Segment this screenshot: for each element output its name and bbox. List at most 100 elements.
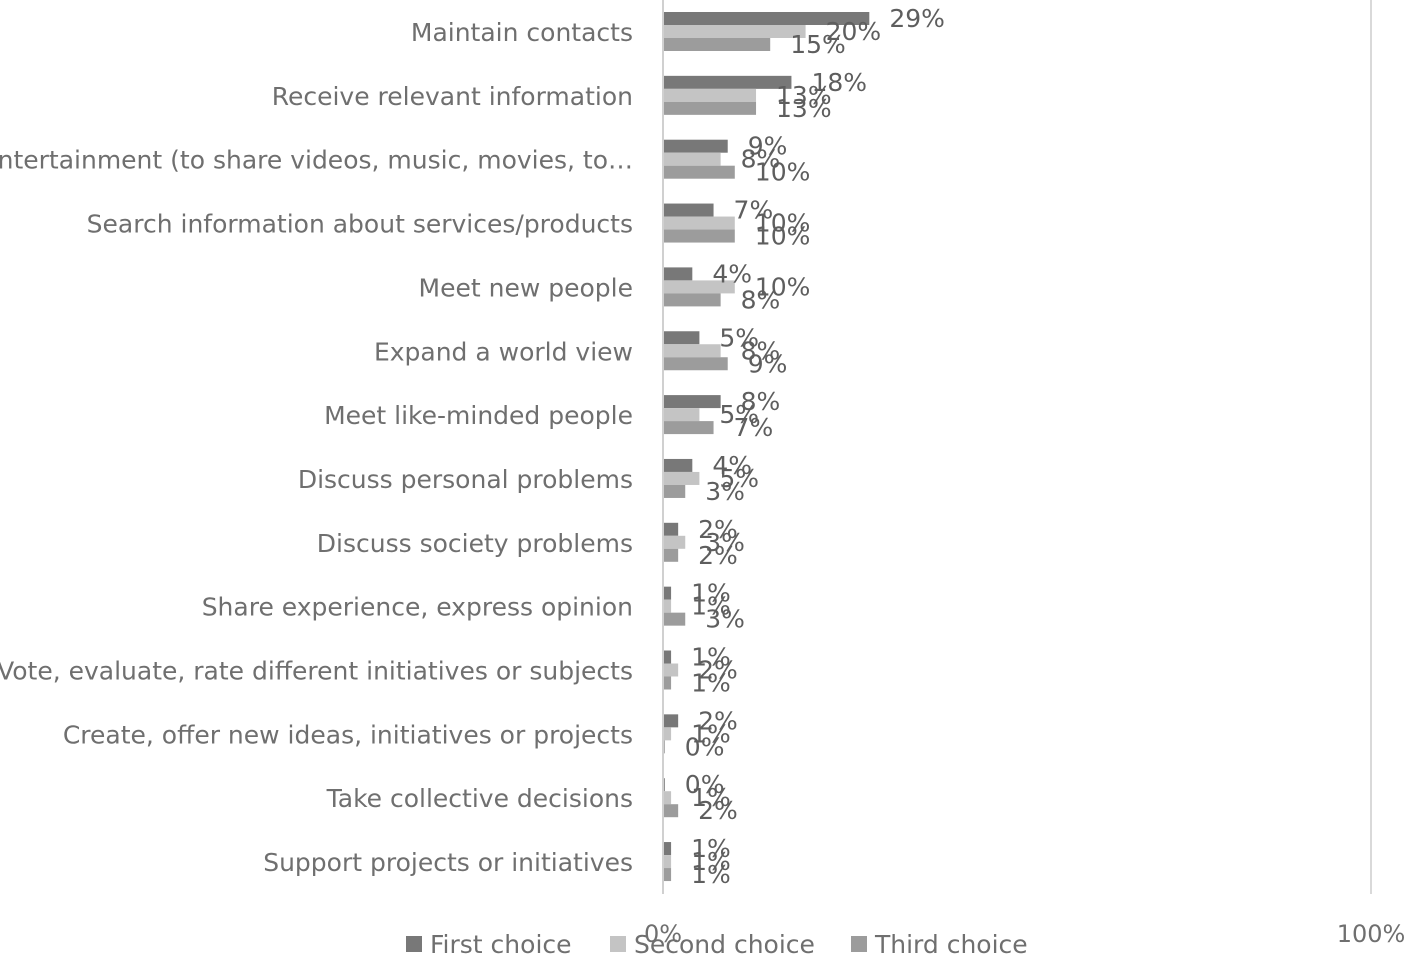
data-label-third-choice: 9%: [748, 349, 788, 378]
bar-second-choice: [664, 408, 700, 422]
bar-second-choice: [664, 535, 686, 549]
legend-label: First choice: [430, 930, 572, 954]
bar-first-choice: [664, 203, 714, 217]
category-label: Vote, evaluate, rate different initiativ…: [0, 657, 633, 686]
bar-second-choice: [664, 471, 700, 485]
data-label-second-choice: 1%: [691, 719, 731, 748]
bar-second-choice: [664, 216, 735, 230]
bar-first-choice: [664, 395, 721, 409]
bar-third-choice: [664, 612, 686, 626]
legend-label: Third choice: [874, 930, 1028, 954]
bar-third-choice: [664, 357, 728, 371]
bar-third-choice: [664, 548, 679, 562]
data-label-third-choice: 3%: [705, 477, 745, 506]
bar-third-choice: [664, 421, 714, 435]
data-label-first-choice: 29%: [889, 4, 945, 33]
bar-third-choice: [664, 740, 665, 754]
bar-first-choice: [664, 842, 672, 856]
category-label: Discuss society problems: [317, 529, 633, 558]
x-tick-labels: 0% 100%: [644, 920, 1405, 948]
data-label-third-choice: 10%: [755, 158, 811, 187]
category-label: Search information about services/produc…: [87, 210, 633, 239]
data-label-first-choice: 8%: [741, 387, 781, 416]
data-label-third-choice: 2%: [698, 541, 738, 570]
data-label-second-choice: 10%: [755, 209, 811, 238]
data-label-third-choice: 1%: [691, 860, 731, 889]
category-label: Discuss personal problems: [298, 465, 633, 494]
data-label-first-choice: 1%: [691, 643, 731, 672]
data-label-first-choice: 7%: [734, 196, 774, 225]
data-label-second-choice: 5%: [719, 400, 759, 429]
bar-second-choice: [664, 599, 672, 613]
bar-first-choice: [664, 522, 679, 536]
legend-swatch: [851, 936, 867, 952]
bar-second-choice: [664, 25, 806, 38]
data-label-second-choice: 8%: [741, 145, 781, 174]
legend-item-second-choice: Second choice: [610, 930, 815, 954]
bar-second-choice: [664, 344, 721, 358]
data-label-third-choice: 15%: [790, 30, 846, 59]
data-label-first-choice: 2%: [698, 515, 738, 544]
data-label-first-choice: 4%: [712, 259, 752, 288]
bar-third-choice: [664, 38, 771, 51]
bar-third-choice: [664, 868, 672, 882]
category-label: Expand a world view: [374, 337, 633, 366]
data-label-first-choice: 2%: [698, 706, 738, 735]
data-label-second-choice: 3%: [705, 528, 745, 557]
data-label-first-choice: 4%: [712, 451, 752, 480]
bar-first-choice: [664, 331, 700, 345]
bar-second-choice: [664, 663, 679, 677]
data-label-first-choice: 1%: [691, 579, 731, 608]
bar-first-choice: [664, 586, 672, 600]
data-label-first-choice: 1%: [691, 834, 731, 863]
data-label-second-choice: 20%: [826, 17, 882, 46]
data-label-third-choice: 10%: [755, 222, 811, 251]
bars-layer: [664, 12, 870, 882]
category-label: Maintain contacts: [411, 18, 633, 47]
data-label-first-choice: 5%: [719, 323, 759, 352]
category-label: Create, offer new ideas, initiatives or …: [63, 720, 633, 749]
x-tick-label: 100%: [1337, 920, 1406, 948]
category-label: Entertainment (to share videos, music, m…: [0, 146, 633, 175]
bar-first-choice: [664, 714, 679, 728]
bar-third-choice: [664, 804, 679, 818]
x-tick-label: 0%: [644, 920, 682, 948]
bar-second-choice: [664, 791, 672, 805]
legend: First choice Second choice Third choice: [406, 930, 1028, 954]
bar-third-choice: [664, 676, 672, 690]
bar-third-choice: [664, 293, 721, 307]
data-label-third-choice: 2%: [698, 796, 738, 825]
data-label-third-choice: 13%: [776, 94, 832, 123]
data-label-third-choice: 3%: [705, 605, 745, 634]
bar-third-choice: [664, 229, 735, 243]
bar-first-choice: [664, 139, 728, 153]
data-label-third-choice: 1%: [691, 669, 731, 698]
legend-swatch: [610, 936, 626, 952]
data-label-first-choice: 9%: [748, 132, 788, 161]
data-label-third-choice: 8%: [741, 285, 781, 314]
data-label-first-choice: 0%: [685, 770, 725, 799]
category-label: Receive relevant information: [272, 82, 633, 111]
bar-first-choice: [664, 12, 870, 25]
data-label-second-choice: 1%: [691, 592, 731, 621]
bar-second-choice: [664, 88, 757, 102]
bar-first-choice: [664, 650, 672, 664]
data-label-second-choice: 2%: [698, 656, 738, 685]
data-label-second-choice: 10%: [755, 272, 811, 301]
bar-second-choice: [664, 280, 735, 294]
data-label-third-choice: 0%: [685, 732, 725, 761]
data-label-second-choice: 1%: [691, 783, 731, 812]
bar-first-choice: [664, 75, 792, 89]
legend-item-third-choice: Third choice: [851, 930, 1028, 954]
data-label-second-choice: 13%: [776, 81, 832, 110]
data-label-second-choice: 1%: [691, 847, 731, 876]
bar-first-choice: [664, 778, 665, 792]
bar-second-choice: [664, 152, 721, 166]
bar-third-choice: [664, 165, 735, 179]
category-labels: Maintain contacts Receive relevant inform…: [0, 18, 633, 877]
legend-swatch: [406, 936, 422, 952]
data-label-second-choice: 5%: [719, 464, 759, 493]
bar-first-choice: [664, 267, 693, 281]
category-label: Take collective decisions: [326, 784, 633, 813]
